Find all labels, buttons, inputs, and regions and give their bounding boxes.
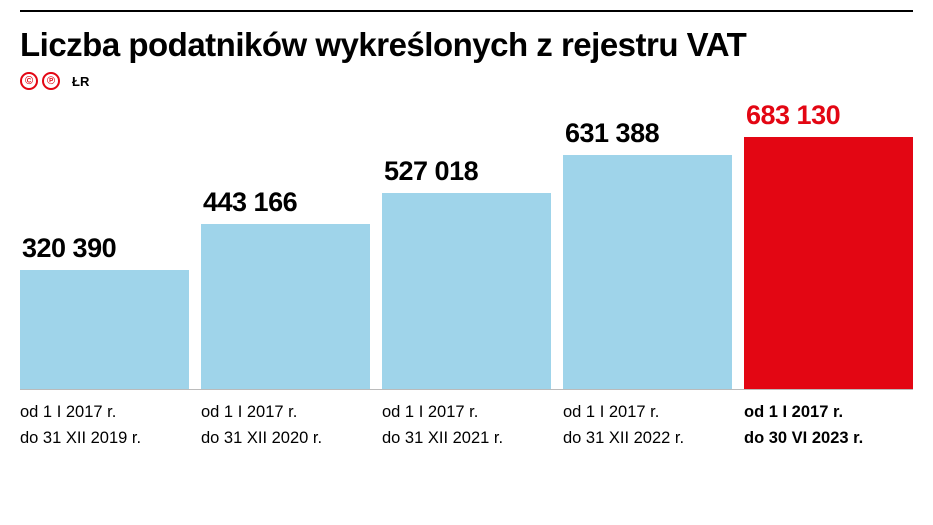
axis-label: od 1 I 2017 r.do 31 XII 2019 r. <box>20 400 189 451</box>
axis-label-to: do 31 XII 2019 r. <box>20 426 189 452</box>
bar-wrap: 527 018 <box>382 100 551 389</box>
copyright-icon: © <box>20 72 38 90</box>
axis-label-from: od 1 I 2017 r. <box>20 400 189 426</box>
phonogram-icon: ℗ <box>42 72 60 90</box>
axis-label-from: od 1 I 2017 r. <box>563 400 732 426</box>
axis-label: od 1 I 2017 r.do 31 XII 2020 r. <box>201 400 370 451</box>
bar-wrap: 683 130 <box>744 100 913 389</box>
bar <box>20 270 189 389</box>
bar-wrap: 443 166 <box>201 100 370 389</box>
bar-value: 683 130 <box>744 100 913 131</box>
bar <box>201 224 370 389</box>
axis-label: od 1 I 2017 r.do 31 XII 2022 r. <box>563 400 732 451</box>
badge-row: © ℗ ŁR <box>20 72 913 90</box>
bar-wrap: 631 388 <box>563 100 732 389</box>
bar-value: 527 018 <box>382 156 551 187</box>
axis-label: od 1 I 2017 r.do 30 VI 2023 r. <box>744 400 913 451</box>
top-rule <box>20 10 913 12</box>
author-label: ŁR <box>72 74 89 89</box>
axis-label-from: od 1 I 2017 r. <box>201 400 370 426</box>
axis-label-to: do 30 VI 2023 r. <box>744 426 913 452</box>
axis-label-to: do 31 XII 2021 r. <box>382 426 551 452</box>
axis-label-from: od 1 I 2017 r. <box>382 400 551 426</box>
bar <box>563 155 732 390</box>
chart-title: Liczba podatników wykreślonych z rejestr… <box>20 26 913 64</box>
axis-label-to: do 31 XII 2020 r. <box>201 426 370 452</box>
axis-label-to: do 31 XII 2022 r. <box>563 426 732 452</box>
axis-label-from: od 1 I 2017 r. <box>744 400 913 426</box>
bar <box>382 193 551 389</box>
axis-label: od 1 I 2017 r.do 31 XII 2021 r. <box>382 400 551 451</box>
bar <box>744 137 913 389</box>
bar-chart: 320 390 443 166 527 018 631 388 683 130 <box>20 90 913 390</box>
bar-value: 320 390 <box>20 233 189 264</box>
bar-value: 631 388 <box>563 118 732 149</box>
bar-wrap: 320 390 <box>20 100 189 389</box>
x-axis-labels: od 1 I 2017 r.do 31 XII 2019 r.od 1 I 20… <box>20 400 913 451</box>
bar-value: 443 166 <box>201 187 370 218</box>
